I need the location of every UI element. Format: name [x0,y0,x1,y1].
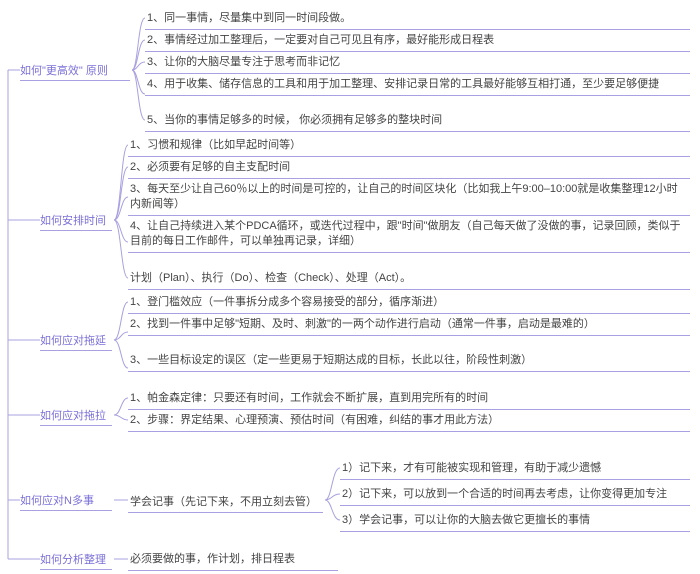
branch-0-item-3: 4、用于收集、储存信息的工具和用于加工整理、安排记录日常的工具最好能够互相打通，… [145,74,690,96]
branch-label-3: 如何应对拖拉 [40,405,112,426]
branch-0-item-1: 2、事情经过加工整理后，一定要对自己可见且有序，最好能形成日程表 [145,30,690,52]
branch-1-item-1: 2、必须要有足够的自主支配时间 [128,157,690,179]
branch-4-item-2: 3）学会记事，可以让你的大脑去做它更擅长的事情 [340,510,690,532]
branch-2-item-1: 2、找到一件事中足够"短期、及时、刺激"的一两个动作进行启动（通常一件事，启动是… [128,314,690,336]
branch-label-1: 如何安排时间 [40,210,112,231]
branch-2-item-2: 3、一些目标设定的误区（定一些更易于短期达成的目标，长此以往，阶段性刺激） [128,350,690,372]
branch-label-4: 如何应对N多事 [20,490,112,511]
branch-4-item-0: 1）记下来，才有可能被实现和管理，有助于减少遗憾 [340,458,690,480]
branch-label-2: 如何应对拖延 [40,330,112,351]
branch-label-0: 如何"更高效" 原则 [20,60,130,81]
branch-5-item-0: 必须要做的事，作计划，排日程表 [128,549,338,571]
branch-1-item-3: 4、让自己持续进入某个PDCA循环，或迭代过程中，跟"时间"做朋友（自己每天做了… [128,216,690,253]
branch-1-item-4: 计划（Plan）、执行（Do）、检查（Check）、处理（Act）。 [128,268,690,290]
branch-4-item-1: 2）记下来，可以放到一个合适的时间再去考虑，让你变得更加专注 [340,484,690,506]
branch-1-item-2: 3、每天至少让自己60％以上的时间是可控的，让自己的时间区块化（比如我上午9:0… [128,179,690,216]
branch-1-item-0: 1、习惯和规律（比如早起时间等） [128,135,690,157]
branch-3-item-1: 2、步骤：界定结果、心理预演、预估时间（有困难，纠结的事才用此方法） [128,410,690,432]
branch-0-item-4: 5、当你的事情足够多的时候， 你必须拥有足够多的整块时间 [145,110,690,132]
branch-2-item-0: 1、登门槛效应（一件事拆分成多个容易接受的部分，循序渐进） [128,292,690,314]
branch-4-sublabel: 学会记事（先记下来，不用立刻去管） [128,490,323,513]
branch-0-item-2: 3、让你的大脑尽量专注于思考而非记忆 [145,52,690,74]
branch-0-item-0: 1、同一事情，尽量集中到同一时间段做。 [145,8,690,30]
branch-3-item-0: 1、帕金森定律：只要还有时间，工作就会不断扩展，直到用完所有的时间 [128,388,690,410]
branch-label-5: 如何分析整理 [40,549,112,570]
